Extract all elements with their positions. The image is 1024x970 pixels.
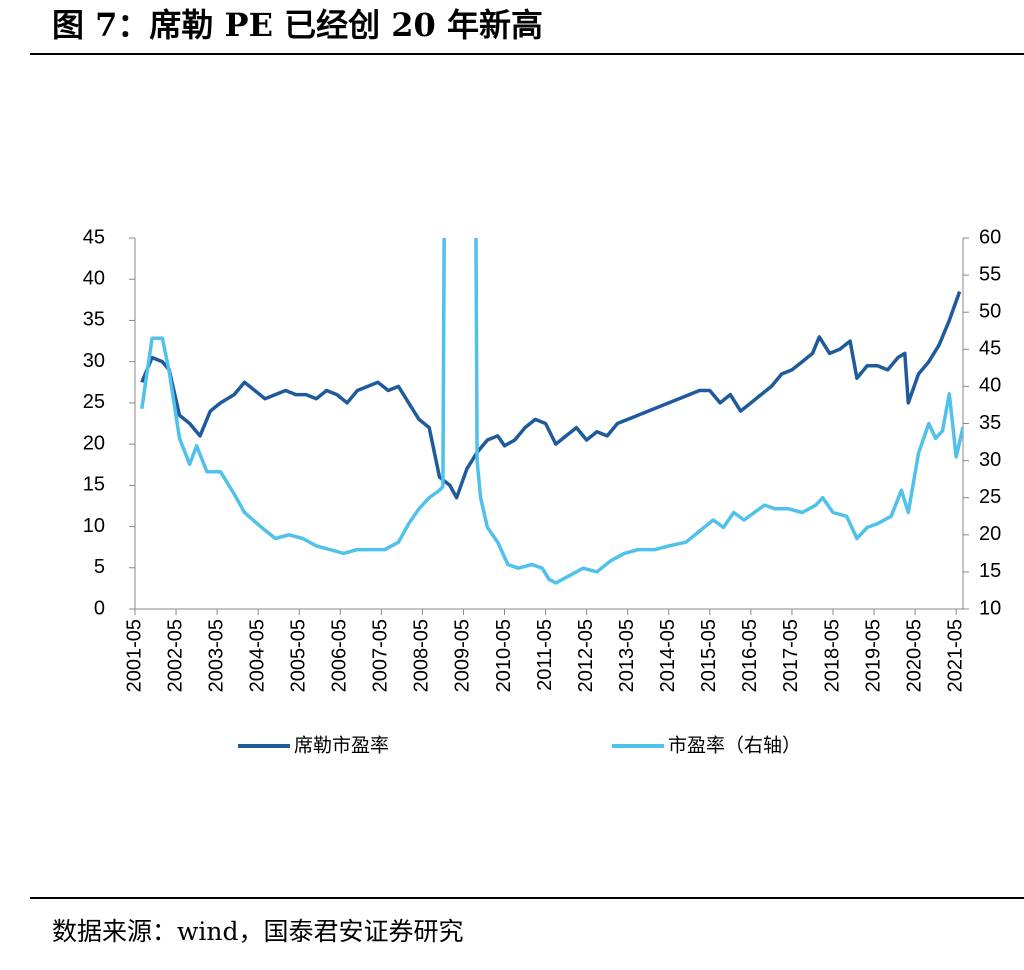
x-tick-label: 2016-05 [739,619,761,692]
y2-tick-label: 10 [979,597,1001,619]
x-tick-label: 2015-05 [698,619,720,692]
x-tick-label: 2001-05 [123,619,145,692]
source-note: 数据来源：wind，国泰君安证券研究 [52,917,464,946]
x-tick-label: 2006-05 [329,619,351,692]
x-tick-label: 2014-05 [657,619,679,692]
y2-tick-label: 55 [979,263,1001,285]
y2-tick-label: 60 [979,226,1001,248]
x-tick-label: 2020-05 [903,619,925,692]
y-tick-label: 35 [83,309,105,331]
x-tick-label: 2011-05 [534,619,556,691]
x-tick-label: 2010-05 [493,619,515,692]
y2-tick-label: 45 [979,338,1001,360]
x-tick-label: 2019-05 [862,619,884,692]
x-tick-label: 2004-05 [246,619,268,692]
y-tick-label: 5 [94,556,105,578]
y2-tick-label: 50 [979,300,1001,322]
y2-tick-label: 35 [979,412,1001,434]
series-line [140,238,963,585]
x-tick-label: 2007-05 [370,619,392,692]
x-tick-label: 2017-05 [780,619,802,692]
x-tick-label: 2013-05 [616,619,638,692]
y-tick-label: 45 [83,226,105,248]
series-line [140,291,962,500]
x-tick-label: 2005-05 [288,619,310,692]
x-tick-label: 2008-05 [411,619,433,692]
x-tick-label: 2003-05 [205,619,227,692]
y-tick-label: 10 [83,515,105,537]
y2-tick-label: 20 [979,523,1001,545]
chart-title: 图 7：席勒 PE 已经创 20 年新高 [52,6,543,44]
x-tick-label: 2018-05 [821,619,843,692]
y-tick-label: 15 [83,474,105,496]
legend-label: 市盈率（右轴） [668,735,801,757]
y2-tick-label: 25 [979,486,1001,508]
y-tick-label: 30 [83,350,105,372]
legend-label: 席勒市盈率 [294,735,389,757]
y-tick-label: 0 [94,597,105,619]
y-tick-label: 20 [83,432,105,454]
x-tick-label: 2002-05 [164,619,186,692]
x-tick-label: 2012-05 [575,619,597,692]
y2-tick-label: 30 [979,449,1001,471]
x-tick-label: 2009-05 [452,619,474,692]
y-tick-label: 25 [83,391,105,413]
y-tick-label: 40 [83,268,105,290]
plot-area [140,238,963,585]
x-tick-label: 2021-05 [944,619,966,692]
y2-tick-label: 40 [979,375,1001,397]
y2-tick-label: 15 [979,560,1001,582]
